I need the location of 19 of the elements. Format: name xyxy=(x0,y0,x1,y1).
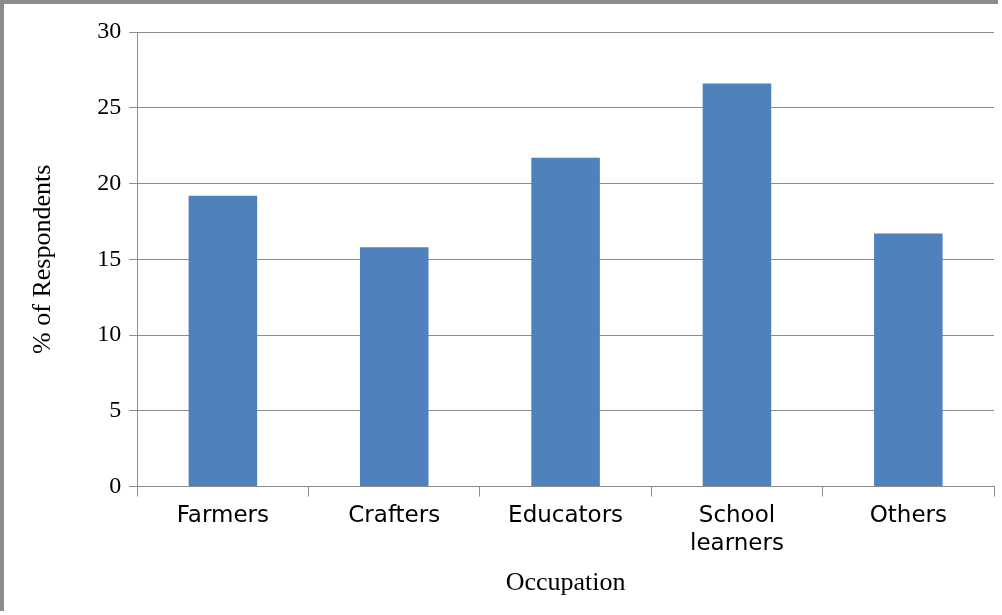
y-tick-label: 30 xyxy=(97,17,122,44)
bar xyxy=(874,233,943,487)
y-tick-label: 0 xyxy=(109,471,122,498)
x-tick-label: Educators xyxy=(508,501,624,528)
x-tick-label: Others xyxy=(869,501,947,528)
y-axis-title: % of Respondents xyxy=(27,164,57,354)
y-tick-label: 25 xyxy=(97,93,122,120)
y-tick-label: 5 xyxy=(109,396,122,423)
y-tick-label: 10 xyxy=(97,320,122,347)
bar xyxy=(188,195,258,487)
x-tick-label: Farmers xyxy=(176,501,270,528)
x-tick-label: School learners xyxy=(690,501,784,555)
y-tick-label: 20 xyxy=(97,168,122,195)
bar xyxy=(702,83,772,487)
y-tick-label: 15 xyxy=(97,244,122,271)
x-tick-label: Crafters xyxy=(348,501,441,528)
bar xyxy=(531,157,600,487)
x-axis-title: Occupation xyxy=(505,567,626,597)
bar xyxy=(359,247,429,487)
